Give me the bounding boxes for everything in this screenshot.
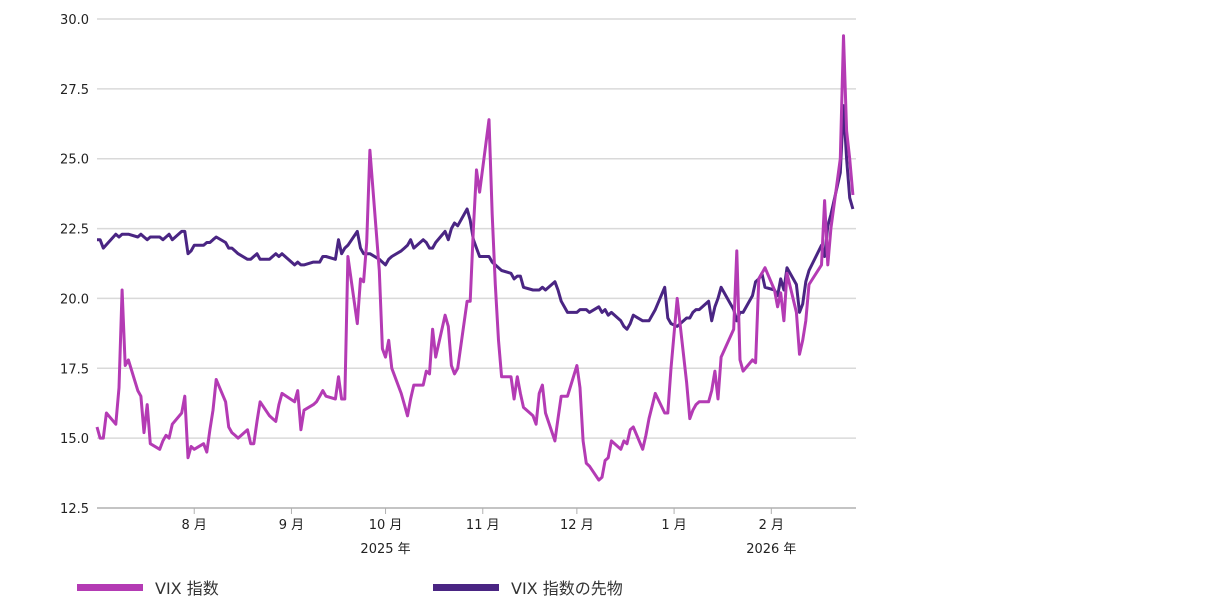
x-tick-label: 8 月 xyxy=(182,518,207,533)
x-tick-label: 2 月 xyxy=(759,518,784,533)
legend-item-vix: VIX 指数 xyxy=(77,575,219,599)
y-tick-label: 20.0 xyxy=(60,292,89,307)
y-tick-label: 22.5 xyxy=(60,223,89,238)
x-year-label: 2026 年 xyxy=(746,542,796,557)
x-tick-label: 10 月 xyxy=(369,518,403,533)
y-tick-label: 15.0 xyxy=(60,432,89,447)
x-tick-label: 1 月 xyxy=(661,518,686,533)
legend-swatch-vix xyxy=(77,583,143,591)
series-lines xyxy=(95,34,855,482)
legend-item-vix-futures: VIX 指数の先物 xyxy=(433,575,623,599)
x-tick-label: 11 月 xyxy=(466,518,500,533)
series-line-vix xyxy=(95,34,855,482)
x-axis-labels: 8 月 9 月 10 月 11 月 12 月 1 月 2 月 2025 年 2026 年 xyxy=(182,508,796,557)
y-tick-label: 17.5 xyxy=(60,362,89,377)
gridlines xyxy=(97,18,856,509)
x-tick-label: 9 月 xyxy=(279,518,304,533)
legend-label-vix-futures: VIX 指数の先物 xyxy=(511,579,623,598)
y-tick-label: 25.0 xyxy=(60,153,89,168)
y-tick-label: 12.5 xyxy=(60,502,89,517)
y-tick-label: 30.0 xyxy=(60,13,89,28)
legend-label-vix: VIX 指数 xyxy=(155,579,219,598)
y-tick-label: 27.5 xyxy=(60,83,89,98)
x-year-label: 2025 年 xyxy=(360,542,410,557)
legend-swatch-vix-futures xyxy=(433,583,499,591)
series-line-vix-futures xyxy=(97,104,855,331)
x-tick-label: 12 月 xyxy=(560,518,594,533)
y-axis-labels: 12.5 15.0 17.5 20.0 22.5 25.0 27.5 30.0 xyxy=(60,13,89,517)
